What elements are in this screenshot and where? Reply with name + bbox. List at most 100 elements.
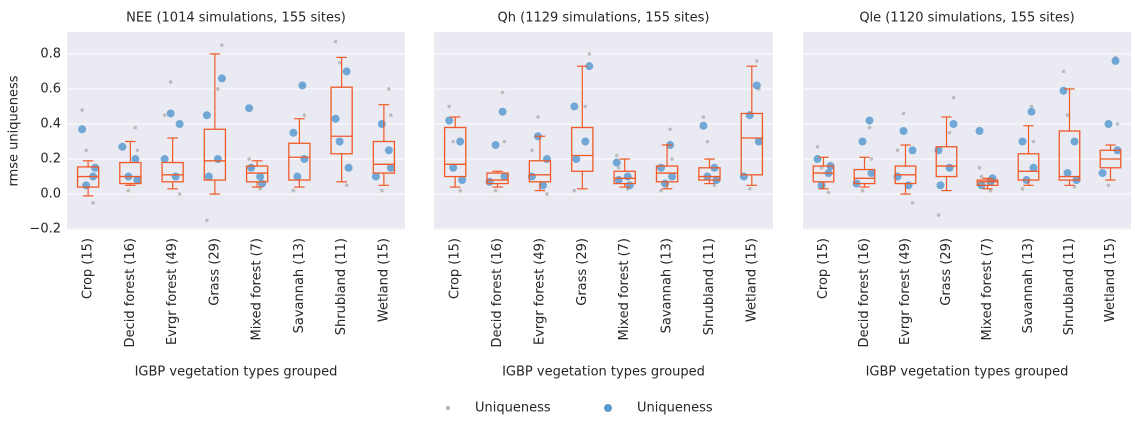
blue-point — [377, 119, 386, 128]
y-tick-label: 0.4 — [40, 116, 61, 131]
blue-point — [625, 181, 634, 190]
grey-point — [135, 148, 140, 153]
blue-point — [445, 116, 454, 125]
box — [486, 172, 509, 185]
blue-point — [258, 179, 267, 188]
blue-point — [133, 176, 142, 185]
blue-point — [298, 81, 307, 90]
x-tick-label: Mixed forest (7) — [250, 238, 265, 341]
grey-point — [220, 43, 224, 47]
x-tick-label: Grass (29) — [939, 238, 954, 306]
box — [935, 146, 958, 178]
x-axis-label: IGBP vegetation types grouped — [502, 365, 705, 380]
grey-point — [951, 95, 956, 100]
x-tick-label: Decid forest (16) — [857, 238, 872, 347]
box — [372, 140, 396, 174]
chart-title: Qle (1120 simulations, 155 sites) — [859, 11, 1074, 26]
grey-point — [451, 139, 455, 144]
blue-point — [542, 155, 551, 164]
blue-point — [245, 104, 254, 113]
x-axis-label: IGBP vegetation types grouped — [866, 365, 1069, 380]
blue-point — [335, 137, 344, 146]
blue-point — [572, 155, 581, 164]
blue-point — [858, 137, 867, 146]
chart-title: NEE (1014 simulations, 155 sites) — [126, 11, 346, 26]
blue-point — [204, 172, 213, 181]
x-tick-label: Grass (29) — [207, 238, 222, 306]
blue-point — [1104, 119, 1113, 128]
box — [119, 161, 142, 185]
grey-point — [659, 188, 663, 193]
y-axis-label: rmse uniqueness — [7, 75, 22, 186]
box — [853, 168, 876, 185]
x-axis-label: IGBP vegetation types grouped — [135, 365, 338, 380]
grey-point — [755, 59, 759, 63]
blue-point — [1063, 169, 1072, 178]
box — [655, 165, 679, 183]
blue-point — [1018, 137, 1027, 146]
grey-point — [977, 165, 982, 170]
grey-point — [1072, 185, 1077, 189]
blue-point — [570, 102, 579, 111]
blue-point — [945, 163, 954, 172]
grey-point — [458, 188, 462, 193]
blue-point — [213, 155, 222, 164]
grey-point — [860, 188, 865, 193]
box — [698, 167, 721, 181]
blue-point — [386, 163, 395, 172]
grey-point — [895, 148, 900, 153]
grey-point — [387, 87, 391, 91]
grey-point — [545, 192, 549, 196]
grey-point — [247, 157, 251, 161]
blue-point — [745, 111, 754, 120]
x-tick-label: Shrubland (11) — [334, 238, 349, 335]
box — [161, 161, 184, 183]
x-tick-label: Savannah (13) — [660, 238, 675, 333]
box — [245, 165, 269, 183]
blue-point — [949, 119, 958, 128]
blue-point — [1027, 107, 1036, 116]
grey-point — [867, 125, 872, 130]
blue-point — [344, 163, 353, 172]
grey-point — [614, 153, 619, 158]
blue-point — [581, 137, 590, 146]
grey-point — [126, 188, 131, 193]
x-tick-label: Wetland (15) — [1103, 238, 1118, 322]
legend-label: Uniqueness — [475, 401, 551, 416]
box — [740, 112, 764, 176]
grey-point — [1115, 122, 1120, 126]
grey-point — [493, 188, 498, 193]
blue-point — [699, 121, 708, 130]
blue-point — [538, 181, 547, 190]
grey-point — [947, 130, 952, 135]
x-tick-label: Evrgr forest (49) — [165, 238, 180, 345]
grey-point — [205, 218, 209, 223]
grey-point — [84, 148, 88, 153]
x-tick-label: Mixed forest (7) — [980, 238, 995, 341]
grey-point — [536, 115, 540, 119]
grey-point — [819, 165, 824, 170]
blue-point — [118, 142, 127, 151]
blue-point — [247, 163, 256, 172]
grey-point — [936, 213, 941, 217]
grey-point — [133, 125, 138, 130]
grey-point — [333, 39, 338, 44]
grey-point — [389, 113, 393, 118]
box — [812, 165, 835, 183]
y-tick-label: −0.2 — [29, 222, 61, 237]
grey-point — [1029, 104, 1034, 109]
y-tick-label: 0.6 — [40, 81, 61, 96]
grey-point — [80, 108, 84, 112]
box — [330, 86, 353, 155]
blue-point — [614, 176, 623, 185]
grey-point — [91, 201, 95, 205]
box — [528, 160, 552, 183]
plot-area — [434, 32, 773, 230]
grey-point — [572, 188, 577, 193]
grey-point — [616, 165, 621, 170]
blue-point — [1111, 56, 1120, 65]
blue-point — [975, 127, 984, 135]
blue-point — [908, 146, 917, 155]
grey-point — [216, 87, 220, 91]
